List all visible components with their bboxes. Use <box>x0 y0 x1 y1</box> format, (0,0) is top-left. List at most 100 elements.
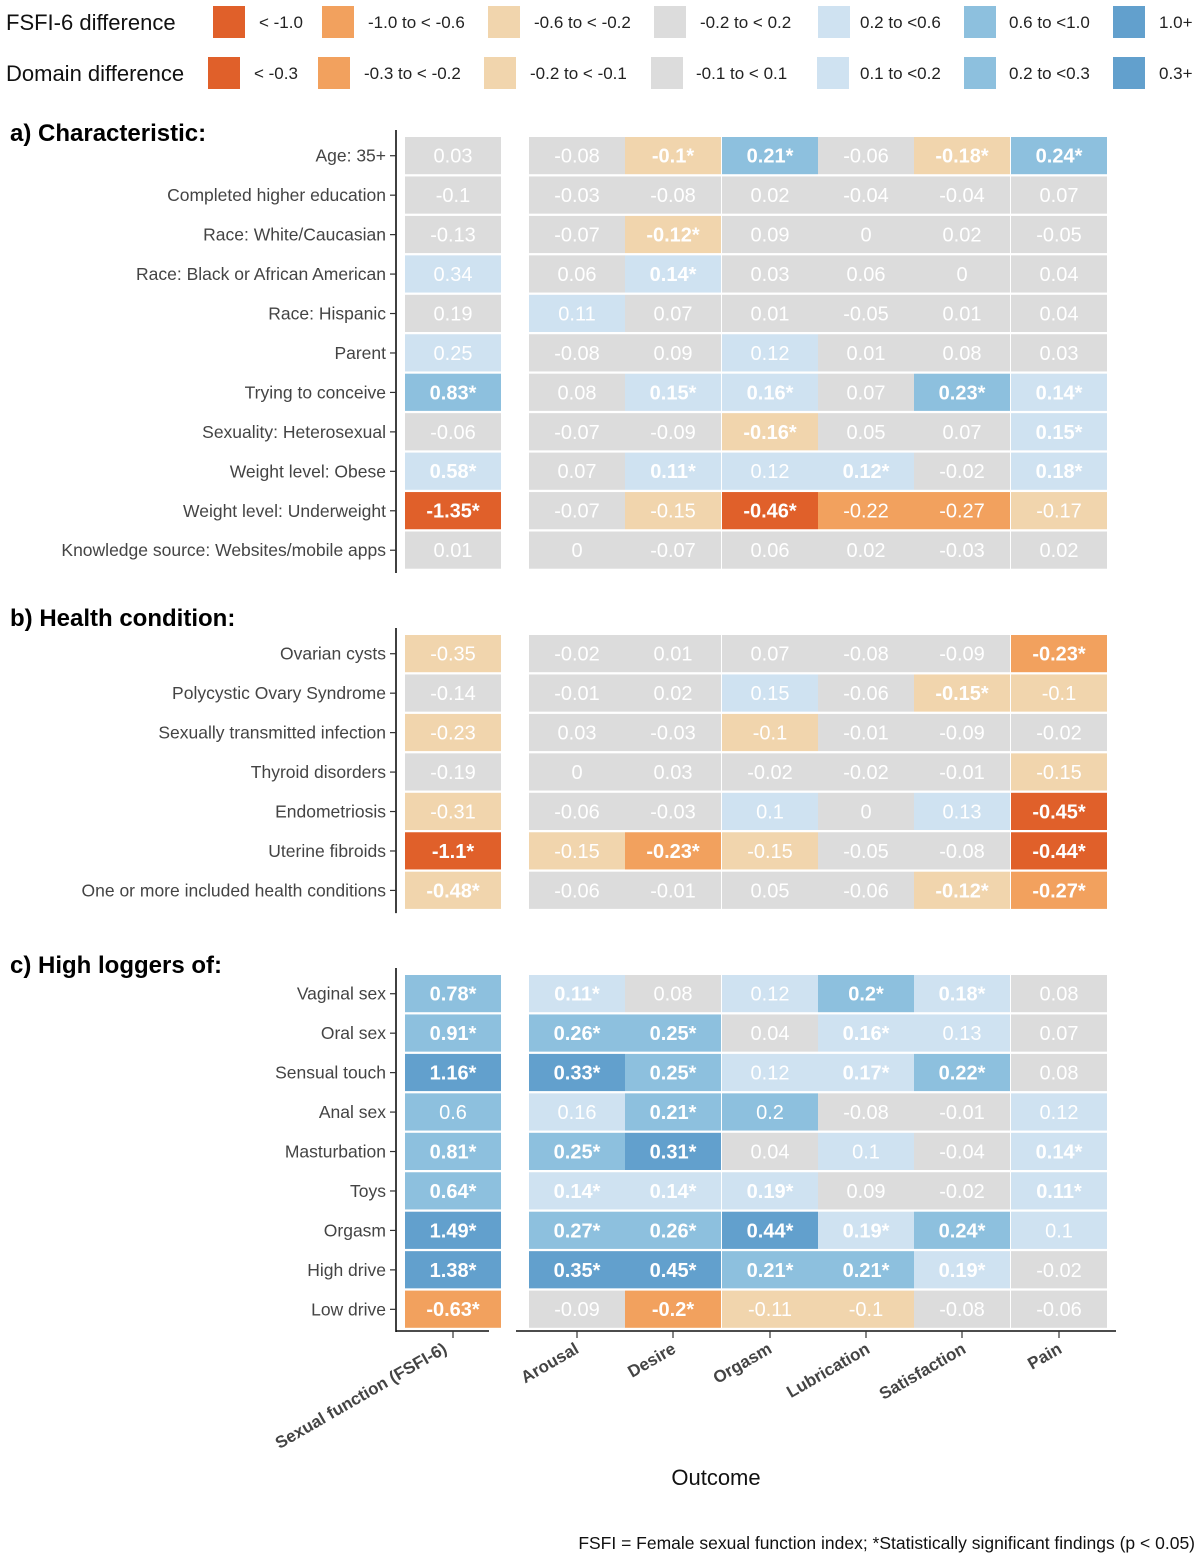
row-label: Orgasm <box>324 1220 386 1240</box>
heatmap-cell <box>914 753 1010 791</box>
row-label: Uterine fibroids <box>268 841 386 861</box>
legend-label-domain-4: 0.1 to <0.2 <box>860 64 941 83</box>
legend-label-fsfi-2: -0.6 to < -0.2 <box>534 13 631 32</box>
heatmap-cell <box>722 1172 818 1210</box>
heatmap-cell <box>722 975 818 1013</box>
cell-value: -0.15 <box>650 501 696 523</box>
cell-value: -0.09 <box>939 644 985 666</box>
x-tick-label: Arousal <box>518 1339 582 1387</box>
cell-value: 0 <box>571 762 582 784</box>
heatmap-cell <box>1011 1172 1107 1210</box>
cell-value: 0.09 <box>847 1181 886 1203</box>
heatmap-cell <box>529 452 625 490</box>
legend-label-domain-6: 0.3+ <box>1159 64 1193 83</box>
cell-value: -0.01 <box>939 762 985 784</box>
heatmap-cell <box>818 413 914 451</box>
heatmap-cell <box>818 1093 914 1131</box>
heatmap-cell <box>529 373 625 411</box>
heatmap-cell <box>914 215 1010 254</box>
heatmap-cell <box>914 334 1010 372</box>
heatmap-cell <box>914 1211 1010 1249</box>
heatmap-cell <box>625 713 721 752</box>
cell-value: 0.09 <box>751 225 790 247</box>
heatmap-cell <box>914 1014 1010 1052</box>
cell-value: 0.08 <box>1040 984 1079 1006</box>
heatmap-cell <box>818 753 914 791</box>
heatmap-cell <box>1011 334 1107 372</box>
legend: FSFI-6 difference < -1.0 -1.0 to < -0.6 -0.… <box>6 6 1193 89</box>
x-tick-label: Orgasm <box>710 1339 775 1388</box>
cell-value: -0.05 <box>843 841 889 863</box>
heatmap-cell <box>1011 635 1107 673</box>
cell-value: 0.03 <box>1040 343 1079 365</box>
cell-value: 0.04 <box>751 1141 790 1163</box>
cell-value: 0.14* <box>650 264 697 286</box>
cell-value: -0.1 <box>753 723 787 745</box>
heatmap-cell <box>914 255 1010 293</box>
heatmap-cell <box>818 713 914 752</box>
heatmap-cell <box>818 1251 914 1289</box>
legend-label-fsfi-6: 1.0+ <box>1159 13 1193 32</box>
heatmap-cell <box>529 215 625 254</box>
row-label: Sensual touch <box>275 1063 386 1083</box>
heatmap-cell <box>625 871 721 909</box>
heatmap-cell <box>722 1014 818 1052</box>
cell-value: 0.19* <box>939 1260 986 1282</box>
cell-value: -0.27* <box>1032 880 1086 902</box>
cell-value: 0.16 <box>558 1102 597 1124</box>
cell-value: 0.11* <box>650 461 696 483</box>
heatmap-cell <box>818 1132 914 1170</box>
heatmap-cell <box>405 1053 501 1092</box>
cell-value: 0.19 <box>434 303 473 325</box>
heatmap-cell <box>722 1251 818 1289</box>
heatmap-cell <box>529 975 625 1013</box>
cell-value: 0.58* <box>430 461 477 483</box>
cell-value: 0.45* <box>650 1260 697 1282</box>
cell-value: -0.44* <box>1032 841 1086 863</box>
x-tick-label: Pain <box>1024 1339 1065 1373</box>
heatmap-cell <box>1011 753 1107 791</box>
legend-label-fsfi-3: -0.2 to < 0.2 <box>700 13 791 32</box>
cell-value: 0.02 <box>1040 540 1079 562</box>
cell-value: 0.02 <box>847 540 886 562</box>
heatmap-cell <box>818 832 914 870</box>
cell-value: -0.31 <box>430 801 476 823</box>
heatmap-cell <box>529 832 625 870</box>
heatmap-cell <box>722 413 818 451</box>
heatmap-cell <box>625 334 721 372</box>
cell-value: -0.02 <box>1036 1260 1082 1282</box>
heatmap-cell <box>722 832 818 870</box>
row-label: High drive <box>307 1260 386 1280</box>
row-label: Race: Black or African American <box>136 264 386 284</box>
cell-value: -0.1* <box>652 146 694 168</box>
heatmap-cell <box>722 137 818 175</box>
row-label: Endometriosis <box>275 802 386 822</box>
cell-value: 0.03 <box>434 146 473 168</box>
heatmap-cell <box>625 452 721 490</box>
heatmap-cell <box>529 635 625 673</box>
cell-value: 0.21* <box>843 1260 890 1282</box>
heatmap-cell <box>1011 1132 1107 1170</box>
heatmap-cell <box>1011 215 1107 254</box>
cell-value: 0.07 <box>943 422 982 444</box>
legend-swatch-domain-0 <box>208 57 240 89</box>
legend-swatch-fsfi-5 <box>964 6 996 38</box>
row-label: Oral sex <box>321 1023 386 1043</box>
cell-value: 0.07 <box>1040 1023 1079 1045</box>
panel-2: c) High loggers of: Vaginal sex 0.78* 0.11*… <box>10 952 1107 1333</box>
cell-value: -0.08 <box>650 185 696 207</box>
heatmap-cell <box>818 1290 914 1328</box>
cell-value: 0.22* <box>939 1063 986 1085</box>
heatmap-cell <box>722 1211 818 1249</box>
cell-value: 0.12* <box>843 461 890 483</box>
x-tick-label: Desire <box>624 1339 679 1381</box>
cell-value: -0.04 <box>843 185 889 207</box>
cell-value: 0.21* <box>747 1260 794 1282</box>
heatmap-cell <box>625 792 721 830</box>
heatmap-cell <box>1011 713 1107 752</box>
heatmap-cell <box>625 635 721 673</box>
row-label: Vaginal sex <box>297 984 386 1004</box>
cell-value: 0.01 <box>654 644 693 666</box>
cell-value: 0.07 <box>558 461 597 483</box>
panel-title: a) Characteristic: <box>10 120 206 147</box>
